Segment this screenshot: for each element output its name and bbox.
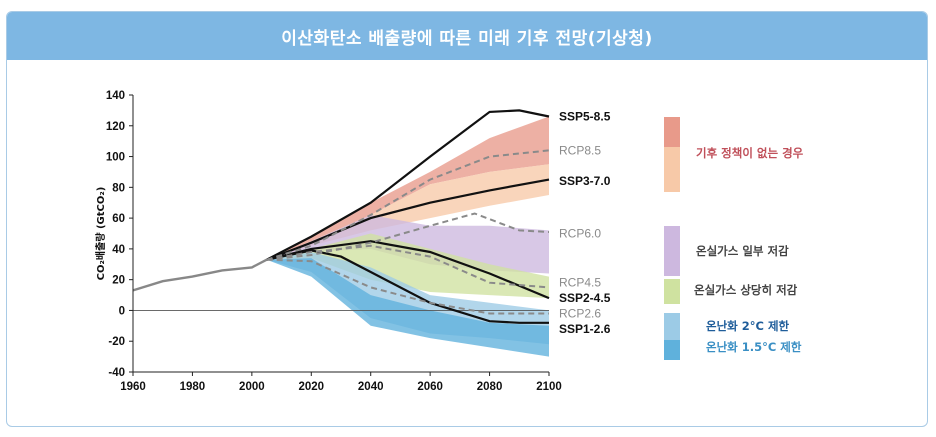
band-0 <box>266 116 549 260</box>
series-line-rcp8-5 <box>266 149 550 261</box>
x-tick-label: 2100 <box>536 381 562 393</box>
historical-line <box>132 258 268 292</box>
title-bar: 이산화탄소 배출량에 따른 미래 기후 전망(기상청) <box>7 12 927 60</box>
series-label-ssp1-2-6: SSP1-2.6 <box>559 322 611 336</box>
y-tick-label: 20 <box>112 275 125 287</box>
series-label-rcp2-6: RCP2.6 <box>559 307 601 321</box>
series-label-rcp8-5: RCP8.5 <box>559 143 601 157</box>
legend-label: 온난화 2°C 제한 <box>706 319 790 333</box>
y-tick-label: 60 <box>112 213 125 225</box>
series-label-ssp5-8-5: SSP5-8.5 <box>559 110 611 124</box>
series-line-rcp6-0 <box>266 212 550 261</box>
x-tick-label: 1980 <box>180 381 206 393</box>
series-label-ssp3-7-0: SSP3-7.0 <box>559 174 611 188</box>
legend-swatch <box>664 226 680 276</box>
series-line-rcp4-5 <box>266 244 550 289</box>
series-line-ssp2-4-5 <box>266 240 550 300</box>
chart-title: 이산화탄소 배출량에 따른 미래 기후 전망(기상청) <box>281 28 653 49</box>
series-label-rcp6-0: RCP6.0 <box>559 227 601 241</box>
y-tick-label: -20 <box>108 336 125 348</box>
x-tick-label: 2060 <box>417 381 443 393</box>
legend-swatch <box>664 279 680 304</box>
legend-label: 온난화 1.5°C 제한 <box>706 340 802 354</box>
y-tick-label: -40 <box>108 367 125 379</box>
legend-label: 온실가스 상당히 저감 <box>694 283 798 297</box>
x-tick-label: 2080 <box>477 381 503 393</box>
legend-label: 온실가스 일부 저감 <box>696 244 789 258</box>
x-tick-label: 2040 <box>358 381 384 393</box>
series-line-ssp5-8-5 <box>266 109 550 261</box>
y-tick-label: 0 <box>119 305 125 317</box>
series-label-ssp2-4-5: SSP2-4.5 <box>559 291 611 305</box>
legend-swatch <box>664 147 680 192</box>
band-5 <box>266 258 549 357</box>
chart-frame: 이산화탄소 배출량에 따른 미래 기후 전망(기상청) <box>6 11 928 427</box>
legend-swatch <box>664 117 680 147</box>
x-tick-label: 2000 <box>239 381 265 393</box>
y-tick-label: 100 <box>106 152 125 164</box>
x-tick-label: 1960 <box>120 381 146 393</box>
x-tick-label: 2020 <box>298 381 324 393</box>
y-tick-label: 40 <box>112 244 125 256</box>
series-line-ssp3-7-0 <box>266 178 550 261</box>
y-tick-label: 80 <box>112 182 125 194</box>
legend-swatch <box>664 313 680 340</box>
series-label-rcp4-5: RCP4.5 <box>559 276 601 290</box>
series-line-rcp2-6 <box>266 258 549 315</box>
y-tick-label: 120 <box>106 121 125 133</box>
legend-swatch <box>664 340 680 360</box>
y-axis-label: CO₂배출량 (GtCO₂) <box>94 187 107 281</box>
legend-label: 기후 정책이 없는 경우 <box>696 146 804 160</box>
y-tick-label: 140 <box>106 90 125 102</box>
